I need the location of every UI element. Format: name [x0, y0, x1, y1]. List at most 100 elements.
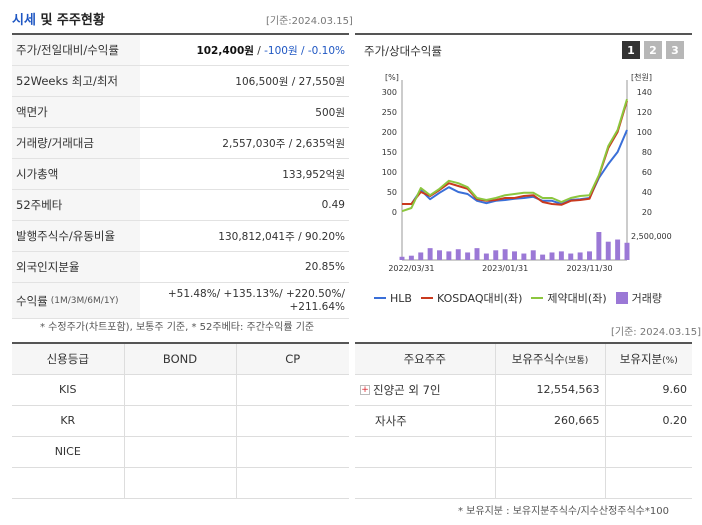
- volume-bar: [605, 241, 611, 260]
- y-tick-label-left: 250: [382, 108, 397, 117]
- row-label: 거래량/거래대금: [12, 128, 140, 158]
- y-tick-label-right: 140: [637, 88, 652, 97]
- current-price: 102,400원: [196, 44, 254, 57]
- y-tick-label-right: 100: [637, 128, 652, 137]
- left-axis-unit: [%]: [385, 73, 399, 82]
- chart-tab-2[interactable]: 2: [644, 41, 662, 59]
- y-tick-label-right: 120: [637, 108, 652, 117]
- price-change: -100원 / -0.10%: [264, 44, 345, 57]
- chart-panel: 주가/상대수익률 1 2 3 [%] [천원] 300 250 200 150 100 50 0…: [355, 33, 692, 313]
- column-header: 주요주주: [355, 343, 495, 375]
- chart-title: 주가/상대수익률: [364, 44, 442, 58]
- ratio-cell: 0.20: [604, 405, 692, 437]
- ratio-unit: (%): [662, 355, 678, 366]
- holder-name-cell: + 진양곤 외 7인: [355, 374, 495, 406]
- cp-cell: [235, 405, 349, 437]
- price-footnote: * 수정주가(차트포함), 보통주 기준, * 52주베타: 주간수익률 기준: [40, 322, 315, 333]
- volume-bar: [446, 251, 452, 260]
- y-tick-label-right: 60: [642, 168, 652, 177]
- price-row: 거래량/거래대금 2,557,030주 / 2,635억원: [12, 128, 349, 159]
- ratio-cell: [604, 467, 692, 499]
- volume-bar: [568, 253, 574, 260]
- chart-reference-date: [기준: 2024.03.15]: [611, 327, 702, 338]
- table-header-row: 신용등급 BOND CP: [12, 343, 349, 375]
- row-value: 133,952억원: [282, 168, 345, 181]
- legend-pharma: 제약대비(좌): [531, 290, 607, 306]
- price-row: 외국인지분율 20.85%: [12, 252, 349, 283]
- legend-swatch: [420, 297, 433, 299]
- return-sub-label: (1M/3M/6M/1Y): [50, 295, 119, 306]
- table-row: [12, 467, 349, 499]
- credit-rating-table: 신용등급 BOND CP KIS KR NICE: [12, 342, 349, 499]
- bond-cell: [123, 436, 236, 468]
- holder-name-cell: [355, 467, 495, 499]
- volume-bar: [577, 252, 583, 260]
- bond-cell: [123, 467, 236, 499]
- volume-bar: [596, 232, 602, 260]
- volume-bar: [427, 248, 433, 260]
- table-row: 자사주 260,665 0.20: [355, 405, 692, 437]
- holder-name-cell: [355, 436, 495, 468]
- shares-header: 보유주식수: [511, 351, 565, 366]
- legend-label: HLB: [390, 291, 412, 305]
- legend-volume: 거래량: [615, 290, 662, 306]
- row-label: 시가총액: [12, 159, 140, 189]
- column-header: 신용등급: [12, 343, 124, 375]
- volume-bar: [437, 250, 442, 260]
- row-label: 52Weeks 최고/최저: [12, 66, 140, 96]
- chart-tab-1[interactable]: 1: [622, 41, 640, 59]
- table-row: KR: [12, 405, 349, 437]
- cp-cell: [235, 467, 349, 499]
- price-row: 주가/전일대비/수익률 102,400원 / -100원 / -0.10%: [12, 35, 349, 66]
- bond-cell: [123, 405, 236, 437]
- shares-cell: [494, 436, 605, 468]
- volume-bar: [512, 251, 517, 260]
- volume-bar: [530, 250, 536, 260]
- section-title: 시세 및 주주현황: [12, 9, 105, 28]
- legend-label: 제약대비(좌): [547, 292, 607, 305]
- row-label: 발행주식수/유동비율: [12, 221, 140, 251]
- volume-tick-label: 2,500,000: [631, 232, 672, 241]
- legend-label: 거래량: [631, 292, 662, 305]
- return-label: 수익률: [16, 293, 48, 308]
- return-values: +51.48%/ +135.13%/ +220.50%/ +211.64%: [140, 288, 349, 314]
- row-label: 52주베타: [12, 190, 140, 220]
- volume-bar: [558, 251, 564, 260]
- ratio-header: 보유지분: [619, 351, 663, 366]
- right-axis-unit: [천원]: [631, 72, 652, 82]
- row-value: 500원: [315, 106, 345, 119]
- shareholders-footnote: * 보유지분 : 보유지분주식수/지수산정주식수*100: [458, 506, 669, 517]
- volume-bar: [540, 254, 546, 260]
- y-tick-label-right: 80: [642, 148, 652, 157]
- volume-bar: [502, 249, 508, 260]
- legend-swatch: [531, 297, 544, 299]
- agency-cell: KR: [12, 405, 124, 437]
- x-tick-label: 2023/11/30: [566, 264, 612, 273]
- legend-hlb: HLB: [374, 292, 412, 305]
- volume-bar: [455, 249, 461, 260]
- y-tick-label-left: 200: [382, 128, 397, 137]
- agency-cell: [12, 467, 124, 499]
- chart-tabs: 1 2 3: [622, 41, 684, 59]
- ratio-cell: [604, 436, 692, 468]
- agency-cell: NICE: [12, 436, 124, 468]
- volume-bar: [615, 239, 621, 260]
- shareholders-table: 주요주주 보유주식수(보통) 보유지분(%) + 진양곤 외 7인 12,554,…: [355, 342, 692, 499]
- table-header-row: 주요주주 보유주식수(보통) 보유지분(%): [355, 343, 692, 375]
- holder-name-cell: 자사주: [355, 405, 495, 437]
- volume-bar: [474, 248, 480, 260]
- volume-bar: [418, 252, 424, 260]
- legend-kosdaq: KOSDAQ대비(좌): [420, 290, 522, 306]
- chart-tab-3[interactable]: 3: [666, 41, 684, 59]
- expand-icon[interactable]: +: [360, 385, 370, 395]
- volume-bar: [399, 256, 405, 260]
- column-header: BOND: [123, 343, 236, 375]
- column-header: 보유주식수(보통): [494, 343, 605, 375]
- row-label: 외국인지분율: [12, 252, 140, 282]
- price-row: 액면가 500원: [12, 97, 349, 128]
- volume-bar: [493, 250, 499, 260]
- value-separator: /: [253, 44, 265, 57]
- row-value: 20.85%: [304, 261, 345, 273]
- price-row: 시가총액 133,952억원: [12, 159, 349, 190]
- shares-cell: 12,554,563: [494, 374, 605, 406]
